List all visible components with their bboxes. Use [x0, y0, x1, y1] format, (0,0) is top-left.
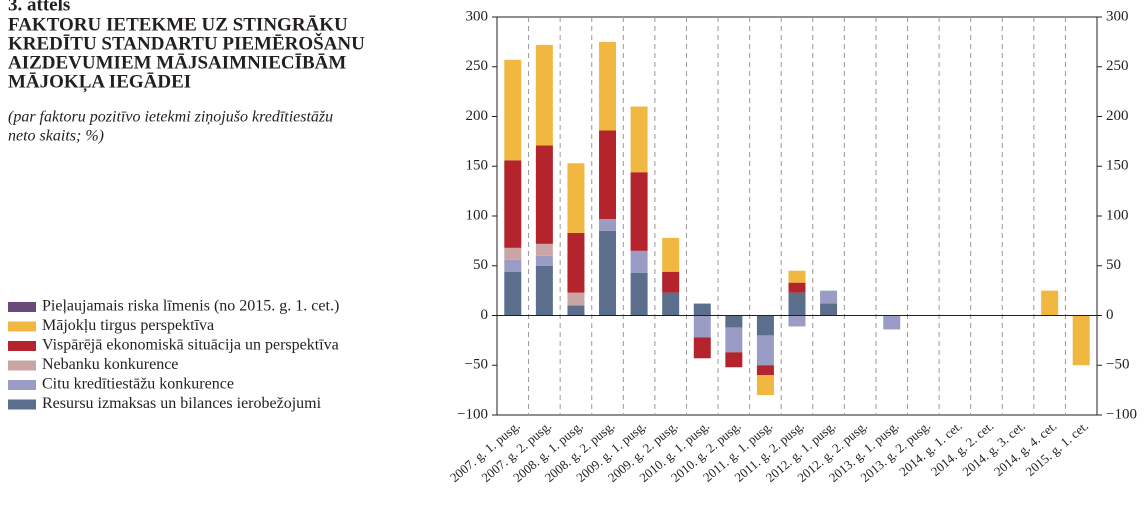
bar-segment — [788, 270, 806, 283]
y-tick-label: 100 — [466, 207, 489, 223]
y2-tick-label: 100 — [1106, 207, 1129, 223]
y-tick-label: −50 — [465, 357, 488, 373]
y-tick-label: 200 — [466, 108, 489, 124]
bar-segment — [662, 237, 680, 272]
bar-segment — [504, 259, 522, 272]
bar-segment — [535, 44, 553, 146]
bar-segment — [1041, 290, 1059, 316]
bar-segment — [567, 163, 585, 233]
chart-title: FAKTORU IETEKME UZ STINGRĀKU — [8, 14, 348, 35]
bar-segment — [662, 271, 680, 293]
y-tick-label: 50 — [473, 257, 488, 273]
y-tick-label: 250 — [466, 58, 489, 74]
chart-title: KREDĪTU STANDARTU PIEMĒROŠANU — [8, 32, 365, 54]
y2-tick-label: −100 — [1106, 406, 1137, 422]
y2-tick-label: 150 — [1106, 158, 1129, 174]
bar-segment — [883, 315, 901, 330]
legend-label: Citu kredītiestāžu konkurence — [42, 376, 234, 393]
bar-segment — [693, 315, 711, 338]
legend-swatch — [8, 321, 36, 332]
bar-segment — [504, 271, 522, 316]
y2-tick-label: 250 — [1106, 58, 1129, 74]
y2-tick-label: −50 — [1106, 357, 1129, 373]
bar-segment — [504, 247, 522, 260]
bar-segment — [725, 327, 743, 353]
bar-segment — [756, 315, 774, 336]
bar-segment — [535, 243, 553, 256]
chart-title: AIZDEVUMIEM MĀJSAIMNIECĪBĀM — [8, 52, 346, 73]
y2-tick-label: 0 — [1106, 307, 1114, 323]
legend-label: Vispārējā ekonomiskā situācija un perspe… — [42, 337, 339, 354]
legend-label: Pieļaujamais riska līmenis (no 2015. g. … — [42, 298, 339, 315]
legend-swatch — [8, 360, 36, 371]
legend-label: Nebanku konkurence — [42, 356, 178, 373]
bar-segment — [756, 335, 774, 366]
bar-segment — [820, 303, 838, 316]
bar-segment — [535, 265, 553, 316]
bar-segment — [630, 106, 648, 173]
chart-subtitle: (par faktoru pozitīvo ietekmi ziņojušo k… — [8, 109, 333, 126]
y-tick-label: 0 — [481, 307, 489, 323]
bar-segment — [535, 145, 553, 244]
legend-label: Mājokļu tirgus perspektīva — [42, 317, 214, 334]
legend-swatch — [8, 341, 36, 351]
y2-tick-label: 200 — [1106, 108, 1129, 124]
figure-label: 3. attēls — [8, 0, 70, 15]
bar-segment — [630, 250, 648, 273]
bar-segment — [504, 59, 522, 161]
bar-segment — [788, 292, 806, 316]
chart-title: MĀJOKĻA IEGĀDEI — [8, 71, 191, 92]
legend-swatch — [8, 399, 36, 410]
bar-segment — [756, 365, 774, 376]
bar-segment — [693, 303, 711, 316]
y-tick-label: 300 — [466, 8, 489, 24]
legend-label: Resursu izmaksas un bilances ierobežojum… — [42, 395, 322, 412]
y2-tick-label: 300 — [1106, 8, 1129, 24]
legend-swatch — [8, 302, 36, 312]
bar-segment — [567, 232, 585, 293]
bar-segment — [788, 315, 806, 327]
bar-segment — [567, 305, 585, 316]
bar-segment — [599, 230, 617, 316]
bar-segment — [599, 218, 617, 231]
bar-segment — [820, 290, 838, 304]
bar-segment — [567, 292, 585, 306]
y2-tick-label: 50 — [1106, 257, 1121, 273]
chart-subtitle: neto skaits; %) — [8, 128, 104, 145]
bar-segment — [630, 272, 648, 316]
bar-segment — [788, 282, 806, 293]
bar-segment — [693, 337, 711, 359]
bar-segment — [662, 292, 680, 316]
y-tick-label: 150 — [466, 158, 489, 174]
bar-segment — [599, 41, 617, 131]
bar-segment — [756, 375, 774, 396]
bar-segment — [599, 130, 617, 219]
legend-swatch — [8, 380, 36, 390]
bar-segment — [504, 160, 522, 248]
bar-segment — [725, 315, 743, 328]
bar-segment — [630, 172, 648, 251]
bar-segment — [725, 352, 743, 368]
plot-frame — [496, 16, 1098, 416]
y-tick-label: −100 — [457, 406, 488, 422]
bar-segment — [535, 255, 553, 266]
bar-segment — [1072, 315, 1090, 366]
